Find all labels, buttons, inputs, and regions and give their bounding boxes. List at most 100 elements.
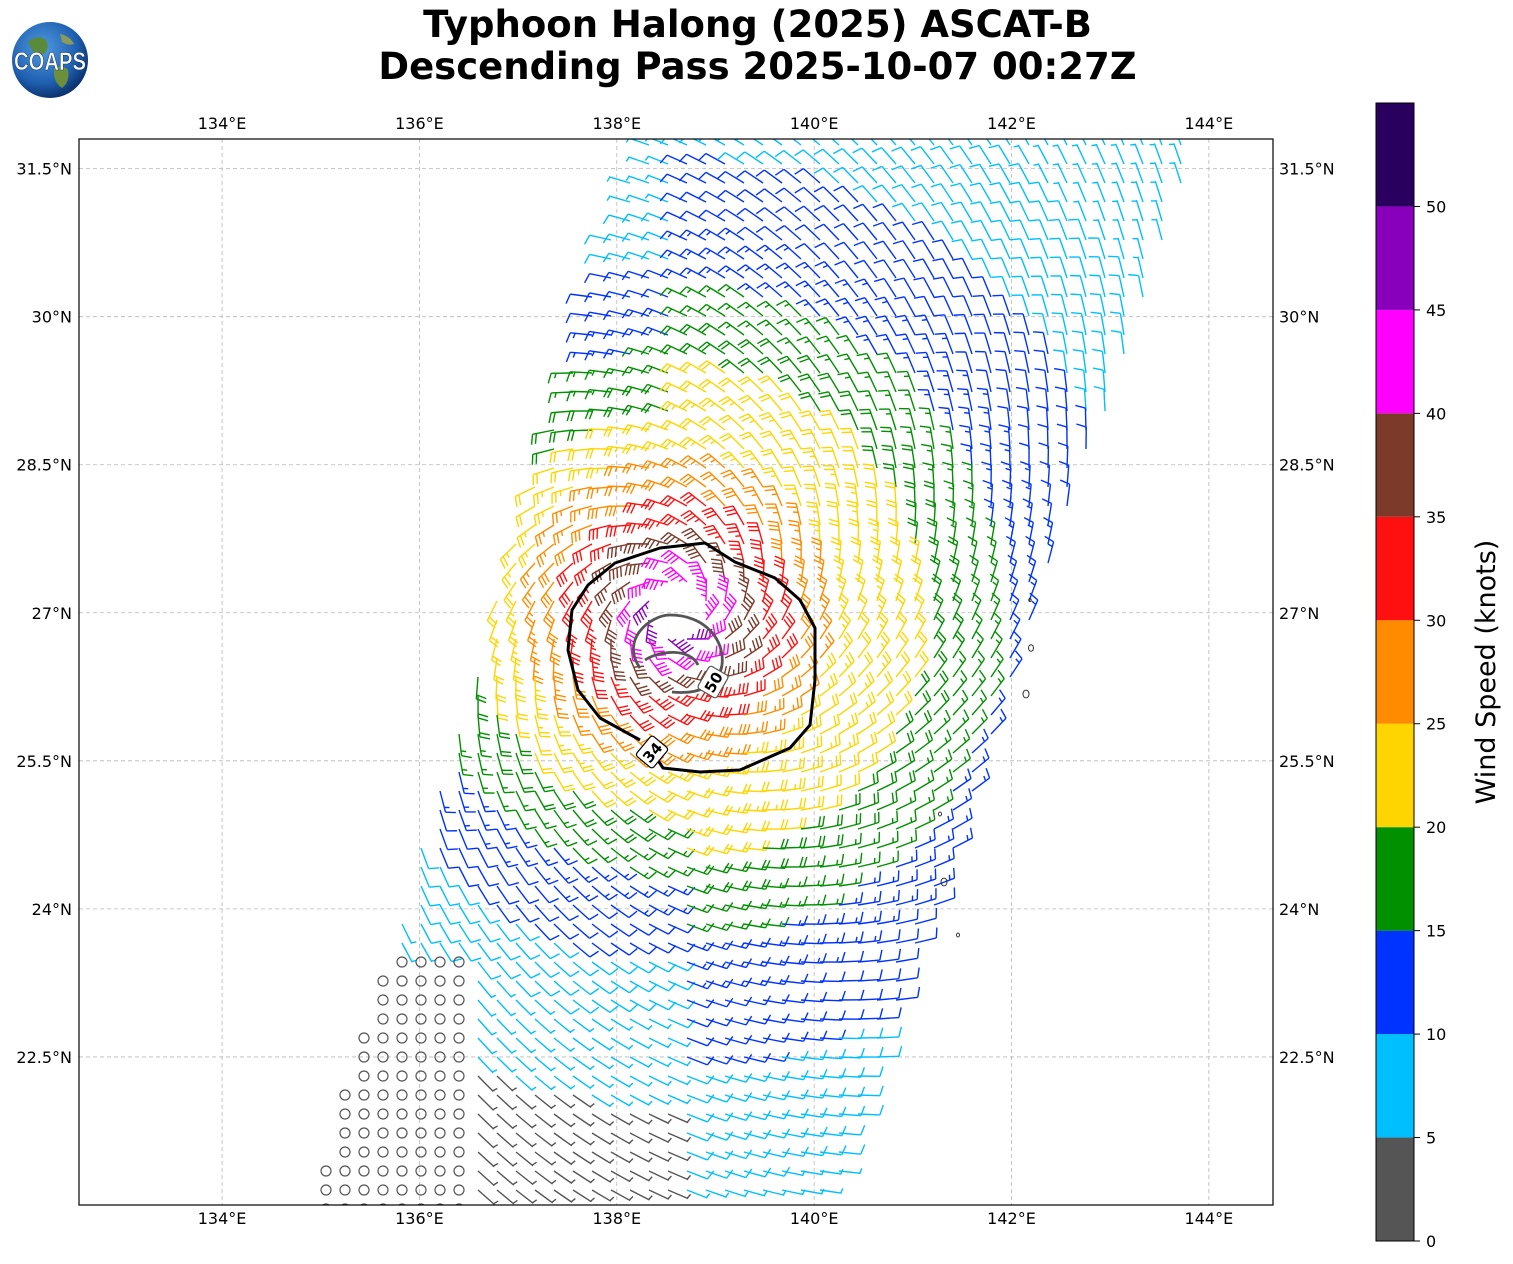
wind-barb: [911, 202, 935, 222]
wind-barb: [743, 898, 771, 910]
wind-barb: [895, 710, 914, 735]
wind-barb: [933, 887, 956, 906]
wind-barb: [553, 1151, 576, 1166]
wind-barb: [978, 424, 992, 450]
wind-barb: [648, 885, 677, 897]
wind-barb: [1009, 219, 1030, 241]
wind-barb: [1110, 329, 1125, 355]
wind-barb: [1043, 139, 1049, 146]
wind-barb: [572, 1113, 595, 1127]
wind-barb: [800, 775, 824, 792]
wind-barb: [591, 1151, 615, 1164]
calm-marker: [358, 1032, 370, 1044]
wind-barb: [553, 1037, 576, 1053]
wind-barb: [811, 536, 822, 564]
wind-barb: [835, 316, 859, 336]
wind-barb: [678, 210, 707, 222]
wind-barb: [775, 206, 802, 222]
wind-barb: [857, 612, 870, 640]
wind-barb: [496, 1170, 518, 1186]
wind-barb: [1069, 274, 1087, 298]
wind-barb: [744, 504, 764, 526]
wind-barb: [815, 298, 840, 317]
wind-barb: [876, 1007, 902, 1020]
wind-barb: [743, 859, 771, 871]
wind-barb: [515, 866, 539, 886]
wind-barb: [553, 676, 567, 702]
calm-marker: [396, 1165, 408, 1177]
wind-barb: [420, 923, 442, 944]
wind-barb: [988, 554, 999, 583]
wind-barb: [876, 968, 902, 982]
wind-barb: [895, 869, 918, 887]
wind-barb: [756, 300, 783, 317]
wind-barb: [621, 308, 650, 319]
wind-barb: [757, 573, 770, 602]
calm-marker: [434, 1051, 446, 1063]
wind-barb: [648, 1075, 672, 1087]
wind-barb: [629, 809, 657, 824]
wind-barb: [819, 814, 844, 830]
wind-barb: [778, 411, 802, 431]
wind-barb: [477, 1151, 499, 1168]
wind-barb: [930, 145, 954, 165]
wind-barb: [477, 847, 499, 869]
wind-barb: [1151, 218, 1163, 241]
wind-barb: [966, 139, 973, 146]
wind-barb: [549, 448, 574, 464]
lon-tick-label-bottom: 136°E: [395, 1209, 444, 1228]
wind-barb: [648, 676, 674, 694]
lat-tick-label-right: 24°N: [1279, 900, 1319, 919]
calm-marker: [453, 1070, 465, 1082]
wind-barb: [739, 431, 764, 450]
wind-barb: [762, 994, 790, 1005]
wind-barb: [534, 676, 547, 703]
wind-barb: [794, 205, 821, 222]
wind-barb: [912, 258, 935, 279]
wind-barb: [583, 234, 612, 245]
wind-barb: [879, 408, 897, 431]
wind-barb: [610, 828, 637, 844]
wind-barb: [933, 650, 948, 678]
wind-barb: [914, 769, 935, 792]
wind-barb: [515, 999, 536, 1016]
wind-barb: [496, 961, 521, 980]
wind-barb: [640, 250, 669, 260]
wind-barb: [698, 247, 726, 260]
wind-barb: [553, 1132, 576, 1147]
wind-barb: [724, 615, 743, 640]
wind-barb: [591, 733, 615, 754]
wind-barb: [686, 864, 715, 876]
calm-marker: [396, 1108, 408, 1120]
lat-tick-label-left: 22.5°N: [16, 1048, 72, 1067]
wind-barb: [515, 695, 529, 721]
wind-barb: [819, 971, 846, 983]
wind-barb: [736, 264, 764, 279]
wind-barb: [762, 718, 786, 735]
wind-barb: [934, 332, 954, 355]
wind-barb: [852, 554, 864, 583]
wind-barb: [717, 152, 745, 165]
wind-barb: [857, 988, 884, 1001]
wind-barb: [800, 795, 825, 811]
wind-barb: [952, 611, 964, 640]
wind-barb: [971, 767, 991, 792]
wind-barb: [819, 1145, 847, 1156]
wind-barb: [629, 942, 657, 955]
wind-barb: [819, 592, 830, 621]
wind-barb: [570, 505, 593, 523]
wind-barb: [667, 1151, 692, 1162]
wind-barb: [910, 164, 935, 184]
wind-barb: [629, 999, 658, 1012]
colorbar-tick-label: 20: [1426, 818, 1446, 837]
wind-barb: [1111, 162, 1125, 184]
wind-barb: [572, 1189, 596, 1203]
wind-barb: [1026, 554, 1037, 583]
wind-barb: [705, 1189, 730, 1198]
wind-barb: [762, 613, 778, 640]
calm-marker: [453, 1146, 465, 1158]
wind-barb: [553, 847, 578, 866]
wind-barb: [736, 170, 764, 184]
wind-barb: [838, 1009, 865, 1020]
wind-barb: [781, 817, 807, 830]
